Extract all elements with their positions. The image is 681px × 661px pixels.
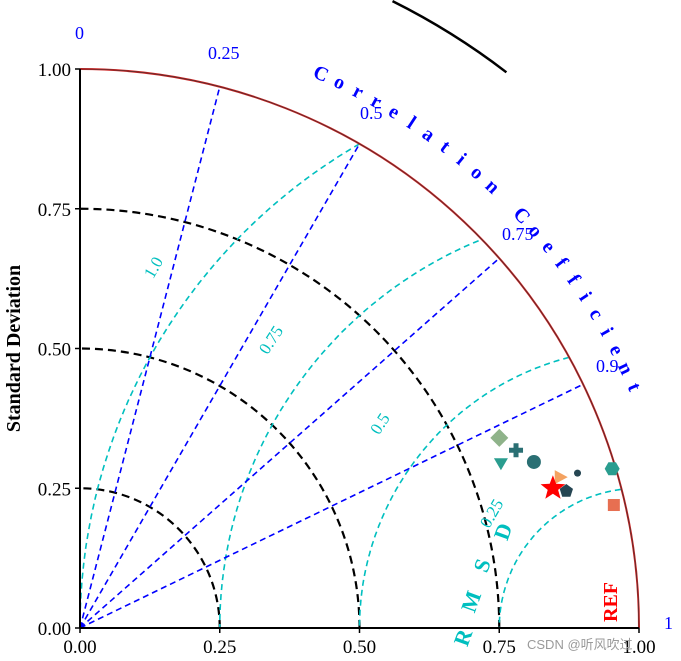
correlation-tick-label: 0.9: [596, 356, 619, 376]
correlation-tick-label: 1: [664, 613, 673, 633]
correlation-label-char: f: [551, 254, 573, 273]
y-tick-label: 0.00: [38, 619, 71, 640]
data-point-small-circle: [574, 469, 582, 477]
rmsd-circle-1: [79, 143, 360, 628]
correlation-ray-0.75: [79, 257, 500, 629]
y-axis-label: Standard Deviation: [3, 265, 25, 432]
correlation-label-char: e: [537, 236, 560, 257]
correlation-label-char: r: [367, 90, 386, 114]
correlation-label-char: i: [596, 324, 618, 340]
correlation-label-char: r: [349, 80, 367, 104]
correlation-label-char: t: [436, 136, 455, 158]
std-circle-0.5: [79, 347, 361, 629]
y-tick-label: 0.25: [38, 479, 71, 500]
data-point-diamond: [490, 428, 509, 447]
correlation-tick-label: 0.5: [360, 103, 383, 123]
data-point-pentagon: [559, 484, 573, 497]
data-point-square: [607, 499, 620, 512]
correlation-label-char: a: [418, 123, 439, 147]
std-circle-0.75: [79, 207, 501, 629]
correlation-label-char: t: [623, 380, 646, 395]
data-point-cross: [509, 443, 524, 458]
correlation-tick-label: 0.75: [502, 224, 534, 244]
correlation-label-char: c: [584, 304, 607, 323]
x-tick-label: 0.25: [203, 637, 236, 658]
watermark: CSDN @听风吹过: [527, 637, 633, 652]
rmsd-axis-label-char: S: [468, 555, 496, 575]
correlation-label-char: o: [330, 70, 348, 94]
rmsd-circle-0.75: [219, 239, 479, 628]
x-tick-label: 0.50: [343, 637, 376, 658]
correlation-label-char: e: [385, 100, 404, 123]
correlation-label-arc: [391, 0, 508, 74]
rmsd-label: 1.0: [140, 254, 167, 282]
data-point-star: [540, 475, 566, 499]
correlation-tick-label: 0.25: [208, 43, 240, 63]
y-tick-label: 1.00: [38, 60, 71, 81]
y-tick-label: 0.75: [38, 200, 71, 221]
correlation-label-char: o: [466, 161, 488, 184]
outer-arc: [79, 68, 640, 629]
correlation-label-char: l: [403, 112, 420, 134]
data-point-circle: [526, 454, 541, 469]
rmsd-axis-label-char: D: [488, 520, 517, 543]
x-tick-label: 1.00: [622, 637, 655, 658]
rmsd-label: 0.5: [366, 410, 394, 438]
data-point-hexagon: [604, 462, 620, 476]
data-point-triangle-down: [493, 458, 508, 471]
correlation-tick-label: 0: [75, 23, 84, 43]
ref-label: REF: [600, 582, 622, 622]
std-circle-0.25: [79, 487, 221, 629]
correlation-label-char: n: [481, 175, 504, 199]
correlation-label-char: i: [452, 149, 471, 170]
x-tick-label: 0.75: [483, 637, 516, 658]
x-tick-label: 0.00: [63, 637, 96, 658]
correlation-ray-0.5: [79, 143, 361, 629]
rmsd-circle-0.5: [358, 356, 570, 628]
correlation-label-char: f: [563, 270, 585, 288]
rmsd-axis-label-char: M: [456, 587, 487, 615]
outer-arc-inner: [79, 68, 640, 629]
correlation-label-char: i: [574, 288, 596, 305]
rmsd-circle-0.25: [498, 488, 621, 628]
correlation-ray-0.9: [79, 383, 584, 629]
rmsd-label: 0.75: [255, 322, 287, 357]
correlation-ray-0.25: [79, 86, 221, 629]
y-tick-label: 0.50: [38, 340, 71, 361]
data-point-triangle-right: [554, 470, 568, 485]
correlation-label-char: C: [310, 61, 332, 87]
